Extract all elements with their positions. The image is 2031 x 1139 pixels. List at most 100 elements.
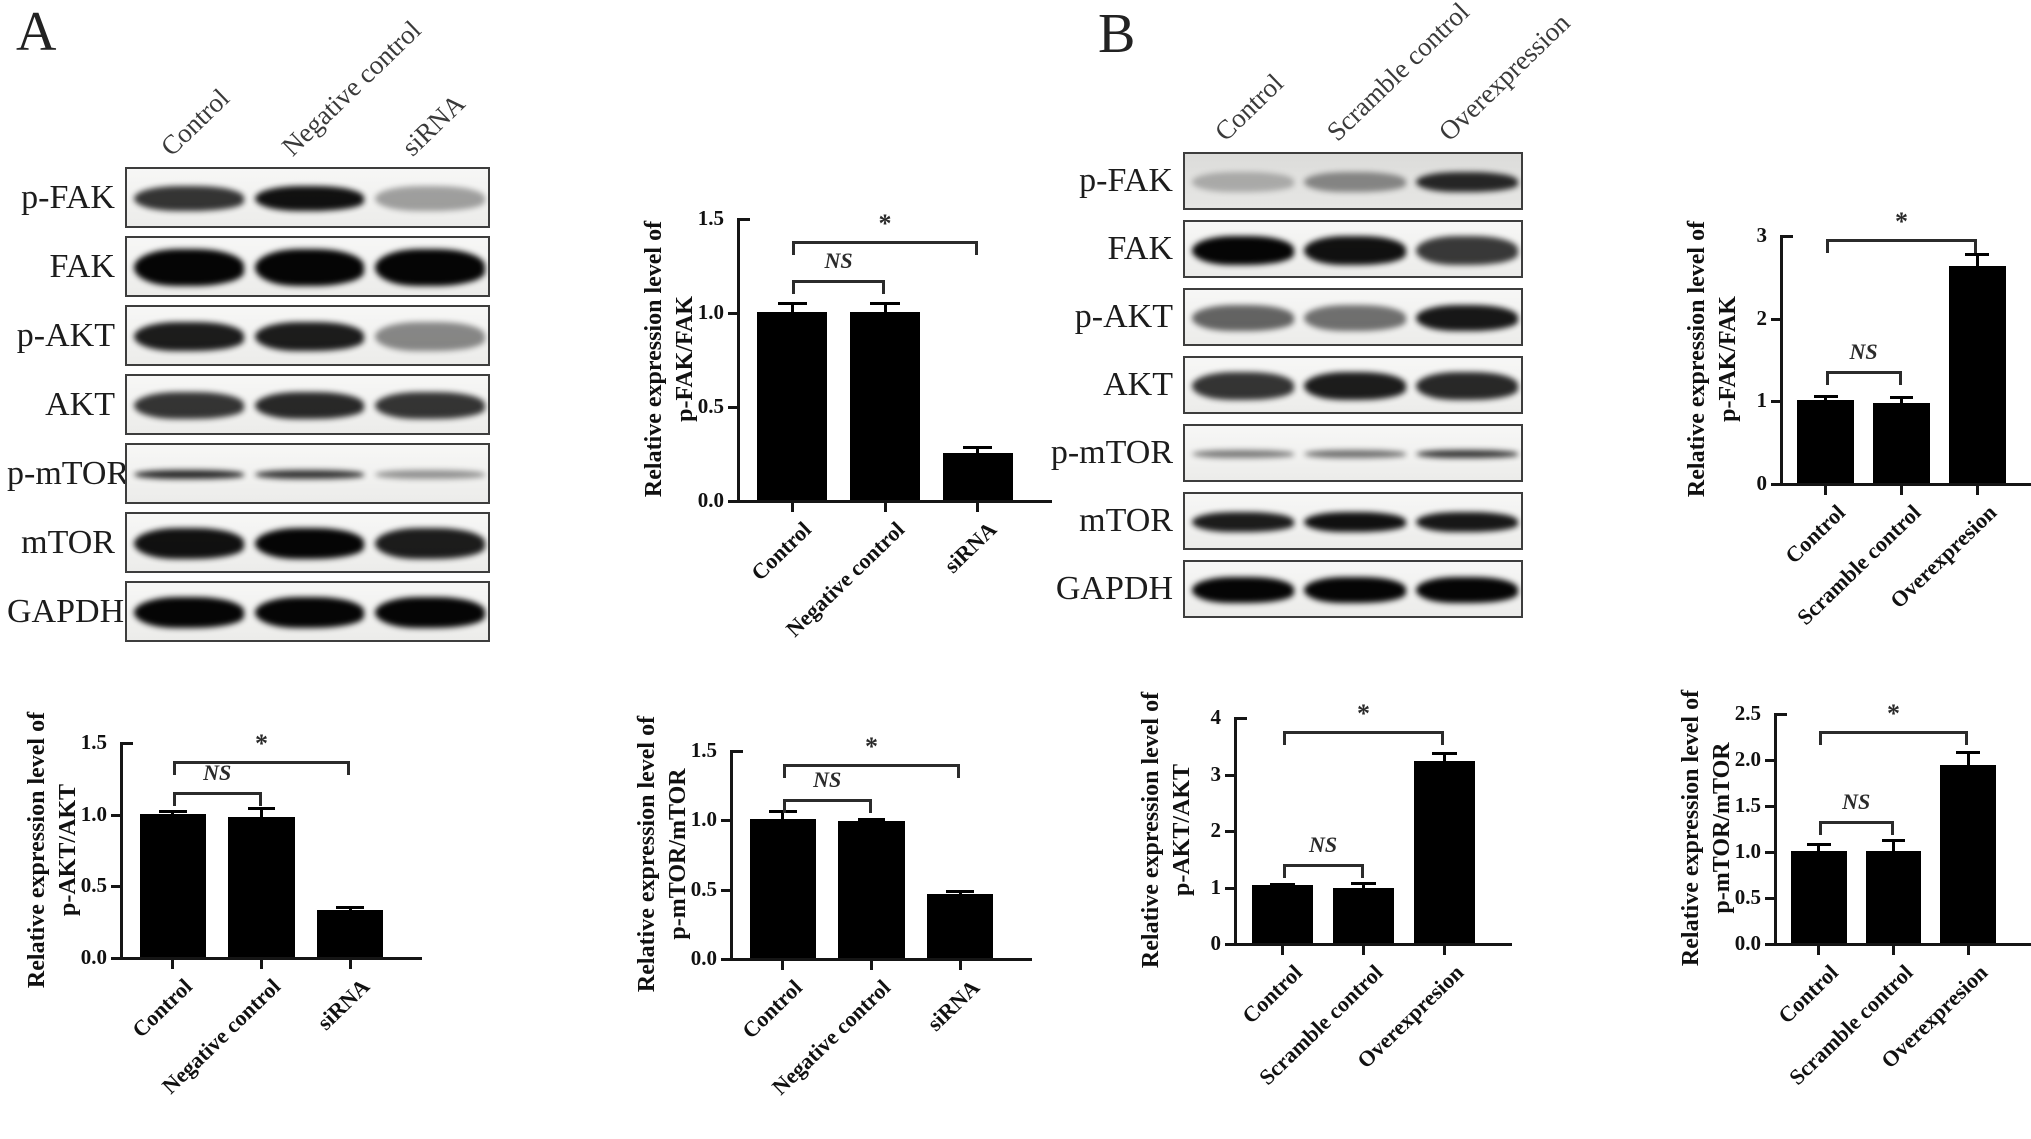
y-tick [728, 312, 737, 315]
blot-row-label: mTOR [21, 523, 115, 561]
y-tick-label: 0.5 [1734, 885, 1761, 909]
blot-row-label: p-AKT [16, 316, 115, 354]
blot-box [125, 374, 490, 435]
blot-row-label: mTOR [1079, 502, 1173, 539]
y-tick [1783, 235, 1793, 238]
significance-bracket-end [957, 763, 961, 778]
chart-a-pfak-fak: Relative expression level of p-FAK/FAK 0.0… [600, 150, 1052, 650]
bar [228, 816, 295, 957]
significance-bracket-end [1282, 863, 1286, 878]
bar [139, 813, 207, 957]
blot-band [1191, 235, 1294, 265]
chart-b-pmtor-mtor: Relative expression level of p-mTOR/mTOR 0… [1660, 680, 2031, 1139]
y-axis-label: Relative expression level of p-FAK/FAK [639, 221, 701, 497]
error-bar-line [1900, 397, 1903, 403]
significance-bracket-end [172, 792, 176, 807]
significance-label: NS [824, 248, 853, 274]
significance-bracket-line [782, 798, 872, 802]
blot-band [254, 186, 365, 211]
error-bar-cap [1813, 395, 1838, 399]
y-axis [730, 750, 733, 961]
panel-b-western-blot: Control Scramble control Overexpression p-F… [1040, 0, 1576, 660]
significance-bracket-end [347, 760, 351, 775]
bar [926, 894, 994, 958]
error-bar-line [1362, 882, 1365, 888]
significance-bracket-end [868, 798, 872, 813]
bar [1252, 885, 1313, 943]
significance-label: * [1887, 699, 1900, 729]
y-tick-label: 2 [1210, 818, 1222, 842]
y-tick [1765, 897, 1774, 900]
x-axis [1234, 943, 1512, 946]
significance-bracket-line [1282, 731, 1445, 735]
x-tick [870, 961, 873, 970]
blot-row-label: AKT [45, 385, 115, 423]
error-bar-cap [336, 905, 365, 909]
significance-label: NS [1849, 339, 1878, 365]
y-tick [1771, 317, 1780, 321]
blot-row-label: p-FAK [1079, 162, 1173, 199]
y-tick-label: 0.0 [80, 945, 107, 969]
blot-row-label: FAK [49, 247, 116, 285]
blot-row-label: GAPDH [1055, 570, 1173, 607]
blot-band [1416, 512, 1519, 532]
y-axis-label: Relative expression level of p-mTOR/mTOR [1676, 690, 1738, 966]
bar [1948, 266, 2006, 483]
x-tick-label: Control [1236, 959, 1307, 1029]
y-tick [1237, 717, 1247, 720]
blot-band [1416, 305, 1519, 331]
significance-bracket-end [172, 760, 176, 775]
y-tick [721, 958, 730, 961]
blot-band [134, 392, 244, 419]
y-tick-label: 3 [1756, 223, 1768, 247]
x-tick [1966, 946, 1970, 955]
y-tick [1777, 713, 1787, 716]
x-tick-label: Control [1773, 959, 1843, 1029]
blot-row-label: FAK [1107, 230, 1174, 267]
error-bar-line [790, 302, 794, 312]
blot-band [134, 597, 244, 628]
panel-a-label: A [16, 1, 57, 63]
error-bar-line [976, 447, 980, 453]
y-tick-label: 4 [1210, 705, 1222, 729]
bar [1414, 761, 1475, 943]
error-bar-cap [158, 809, 187, 813]
blot-box [125, 305, 490, 366]
blot-band [375, 392, 485, 419]
y-tick-label: 1 [1756, 388, 1768, 413]
y-tick [1765, 851, 1774, 854]
y-tick [123, 742, 133, 745]
x-tick-label: Control [737, 974, 807, 1044]
significance-label: * [255, 728, 268, 758]
y-tick-label: 2.0 [1734, 747, 1761, 771]
error-bar-cap [247, 806, 276, 810]
error-bar-line [1892, 839, 1895, 851]
y-tick [1765, 805, 1774, 808]
blot-box [125, 581, 490, 642]
error-bar-cap [963, 446, 993, 450]
significance-bracket-line [792, 240, 978, 244]
blot-band [375, 528, 485, 559]
significance-bracket-end [792, 240, 796, 255]
significance-label: * [1357, 699, 1370, 729]
blot-box [125, 443, 490, 504]
y-tick [1771, 400, 1780, 404]
x-axis [737, 500, 1052, 503]
bar [316, 909, 384, 957]
y-tick-label: 0.5 [690, 876, 717, 901]
error-bar-cap [870, 301, 900, 305]
error-bar-cap [1350, 881, 1377, 885]
y-axis-label-line: Relative expression level of [1683, 220, 1710, 498]
blot-band [1191, 305, 1294, 331]
x-axis [730, 958, 1032, 961]
panel-a-western-blot: Control Negative control siRNA p-FAK FAK p-AK… [7, 15, 515, 685]
significance-bracket-line [172, 760, 351, 764]
y-tick-label: 1.5 [697, 206, 724, 230]
error-bar-line [260, 807, 263, 817]
y-tick [111, 885, 120, 889]
y-tick-label: 3 [1210, 761, 1222, 786]
x-axis [1780, 483, 2031, 486]
significance-label: * [1895, 207, 1908, 237]
blot-band [134, 469, 244, 480]
